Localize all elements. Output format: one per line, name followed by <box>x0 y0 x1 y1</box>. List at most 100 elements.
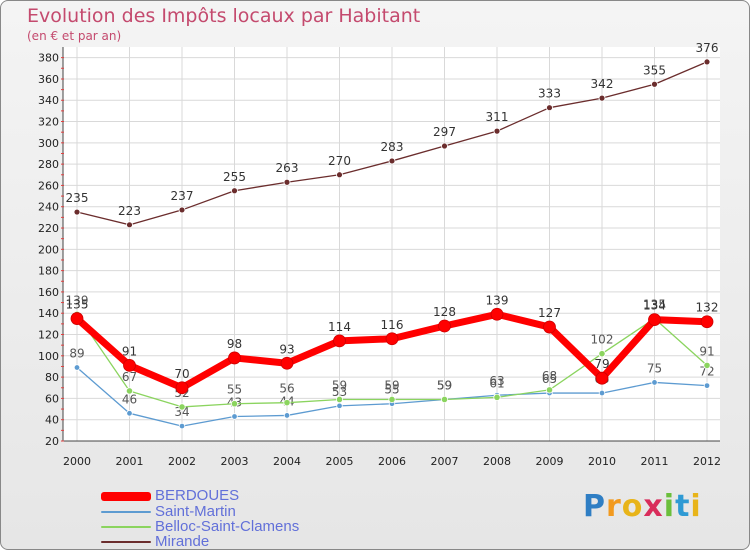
data-point-saint-martin <box>73 364 81 371</box>
x-tick-label: 2012 <box>693 455 721 468</box>
y-tick-label: 380 <box>38 52 59 65</box>
data-point-saint-martin <box>283 412 291 419</box>
y-tick-label: 280 <box>38 158 59 171</box>
data-point-belloc-saint-clamens <box>703 361 711 369</box>
legend-label-berdoues: BERDOUES <box>155 487 240 504</box>
data-point-saint-martin <box>651 379 658 386</box>
data-point-mirande <box>546 104 553 112</box>
data-point-mirande <box>388 157 396 165</box>
legend-label-saint-martin: Saint-Martin <box>155 503 236 520</box>
data-point-berdoues <box>228 351 241 365</box>
chart-title: Evolution des Impôts locaux par Habitant <box>27 5 421 27</box>
data-point-berdoues <box>333 334 346 348</box>
data-point-berdoues <box>385 332 399 346</box>
data-point-mirande <box>336 171 343 179</box>
data-label-saint-martin: 65 <box>542 372 557 386</box>
data-label-berdoues: 135 <box>66 298 89 312</box>
data-point-berdoues <box>438 319 451 333</box>
y-tick-label: 300 <box>38 137 59 150</box>
data-label-belloc-saint-clamens: 139 <box>66 293 89 307</box>
brand-letter: i <box>690 489 702 524</box>
data-label-berdoues: 70 <box>174 367 189 381</box>
data-label-berdoues: 93 <box>279 342 294 356</box>
proxiti-logo: Proxiti <box>583 489 702 524</box>
data-label-berdoues: 128 <box>433 305 456 319</box>
data-point-belloc-saint-clamens <box>335 395 344 404</box>
legend-item-saint-martin: Saint-Martin <box>101 503 236 520</box>
data-label-mirande: 311 <box>486 110 509 124</box>
data-label-mirande: 333 <box>538 87 561 101</box>
data-label-belloc-saint-clamens: 55 <box>227 383 242 397</box>
data-label-mirande: 342 <box>591 77 614 91</box>
data-label-saint-martin: 55 <box>384 383 399 397</box>
data-label-belloc-saint-clamens: 102 <box>591 333 614 347</box>
legend-item-berdoues: BERDOUES <box>101 487 239 504</box>
data-point-mirande <box>126 221 133 229</box>
data-point-saint-martin <box>231 413 238 420</box>
legend-label-mirande: Mirande <box>155 533 210 550</box>
data-point-berdoues <box>543 320 556 334</box>
y-tick-label: 160 <box>38 286 59 299</box>
brand-letter: o <box>621 489 644 524</box>
chart-subtitle: (en € et par an) <box>27 29 122 43</box>
data-label-mirande: 355 <box>643 63 666 77</box>
y-tick-label: 320 <box>38 116 59 129</box>
y-tick-label: 220 <box>38 222 59 235</box>
data-label-mirande: 263 <box>276 161 299 175</box>
data-label-saint-martin: 46 <box>122 392 137 406</box>
legend-item-belloc-saint-clamens: Belloc-Saint-Clamens <box>101 518 299 535</box>
legend-swatch-belloc-saint-clamens <box>101 526 151 529</box>
data-point-mirande <box>493 127 501 135</box>
x-tick-label: 2007 <box>431 455 459 468</box>
legend-swatch-berdoues <box>101 491 151 501</box>
y-tick-label: 180 <box>38 265 59 278</box>
data-label-mirande: 223 <box>118 204 141 218</box>
x-tick-label: 2002 <box>168 455 196 468</box>
y-tick-label: 40 <box>45 414 59 427</box>
data-point-saint-martin <box>126 410 133 417</box>
y-tick-label: 340 <box>38 94 59 107</box>
data-label-berdoues: 91 <box>122 344 137 358</box>
data-label-berdoues: 134 <box>643 299 666 313</box>
y-tick-label: 360 <box>38 73 59 86</box>
data-point-mirande <box>441 142 448 150</box>
data-point-belloc-saint-clamens <box>545 386 554 394</box>
data-label-belloc-saint-clamens: 61 <box>489 376 504 390</box>
data-label-mirande: 270 <box>328 154 351 168</box>
data-point-saint-martin <box>178 422 186 430</box>
data-label-belloc-saint-clamens: 59 <box>384 378 399 392</box>
data-label-berdoues: 114 <box>328 320 351 334</box>
data-point-belloc-saint-clamens <box>388 395 396 404</box>
data-label-mirande: 376 <box>696 41 719 55</box>
data-point-berdoues <box>70 312 84 325</box>
y-tick-label: 20 <box>45 435 59 448</box>
data-point-mirande <box>598 94 606 102</box>
data-point-belloc-saint-clamens <box>440 395 449 404</box>
x-tick-label: 2004 <box>273 455 301 468</box>
data-label-mirande: 297 <box>433 125 456 139</box>
brand-letter: x <box>643 489 664 524</box>
brand-letter: r <box>606 489 622 524</box>
y-tick-label: 240 <box>38 201 59 214</box>
data-label-saint-martin: 59 <box>437 378 452 392</box>
data-label-saint-martin: 53 <box>332 385 347 399</box>
data-label-berdoues: 98 <box>227 337 242 351</box>
data-label-saint-martin: 89 <box>69 347 84 361</box>
x-tick-label: 2011 <box>641 455 669 468</box>
data-label-belloc-saint-clamens: 135 <box>643 298 666 312</box>
data-point-berdoues <box>595 371 609 385</box>
data-point-belloc-saint-clamens <box>598 350 606 358</box>
data-point-mirande <box>283 178 291 186</box>
y-tick-label: 140 <box>38 307 59 320</box>
data-point-berdoues <box>700 315 714 329</box>
data-label-saint-martin: 75 <box>647 361 662 375</box>
brand-letter: i <box>663 489 676 524</box>
data-point-berdoues <box>490 307 504 321</box>
data-point-belloc-saint-clamens <box>283 399 291 407</box>
x-tick-label: 2005 <box>326 455 354 468</box>
data-label-berdoues: 127 <box>538 306 561 320</box>
y-tick-label: 60 <box>45 392 59 405</box>
data-label-saint-martin: 34 <box>174 405 189 419</box>
